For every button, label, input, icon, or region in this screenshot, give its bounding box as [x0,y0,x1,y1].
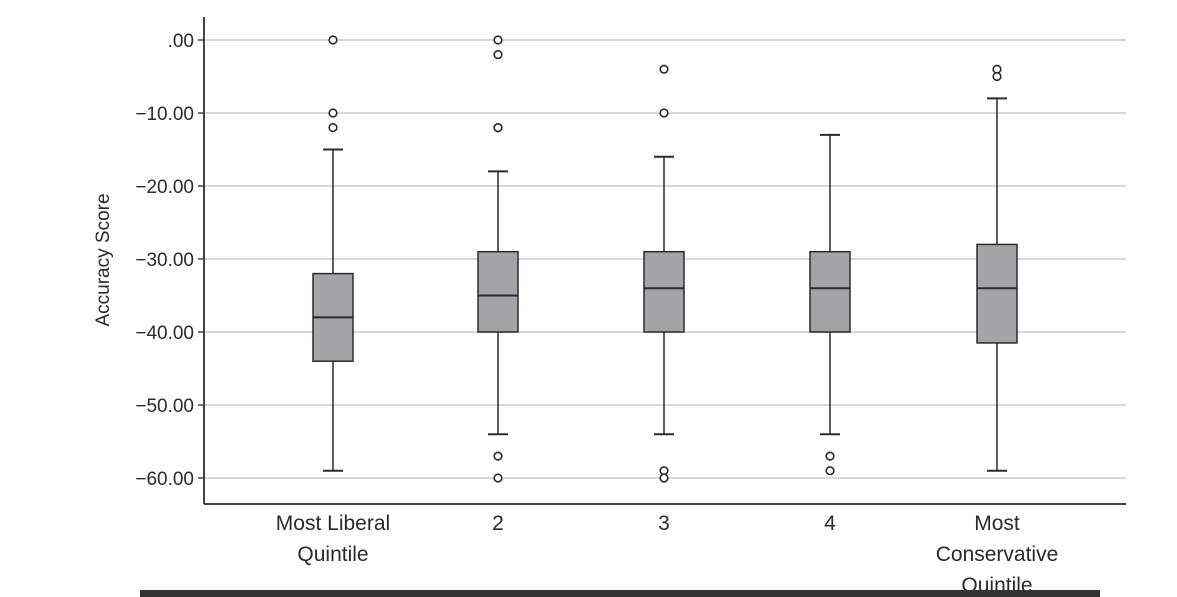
iqr-box [643,250,685,333]
x-category-label: Most Conservative Quintile [936,512,1059,597]
x-category-labels: Most Liberal Quintile 2 3 4 Most Conservative Q… [276,512,1058,597]
outlier-point [659,466,669,476]
outlier-point [328,35,338,45]
x-category-label: Most Liberal Quintile [276,512,390,566]
y-tick-labels: .00 −10.00 −20.00 −30.00 −40.00 −50.00 −60.00 [135,31,194,490]
y-tick-label: .00 [168,31,194,52]
outlier-point [992,71,1002,82]
box-group-4 [809,133,851,476]
x-category-label-line: Conservative [936,543,1059,566]
outlier-point [825,466,835,476]
box-group-3 [643,64,685,483]
outlier-point [659,64,669,74]
box-group-1 [312,35,354,472]
y-tick-label: −20.00 [135,177,194,198]
outlier-point [659,473,669,483]
x-category-label-line: 4 [824,512,836,535]
y-tick-label: −40.00 [135,323,194,344]
outlier-point [493,473,503,483]
outlier-point [493,35,503,45]
x-category-label-line: Quintile [297,543,368,566]
outlier-point [328,122,338,133]
x-category-label-line: 2 [492,512,504,535]
bottom-bar [140,590,1100,597]
y-tick-label: −60.00 [135,469,194,490]
x-category-label-line: 3 [658,512,670,535]
y-tick-label: −10.00 [135,104,194,125]
iqr-box [976,243,1018,344]
box-series [312,35,1018,483]
box-group-5 [976,64,1018,472]
x-category-label: 2 [492,512,504,535]
iqr-box [809,250,851,333]
x-category-label-line: Most Liberal [276,512,390,535]
x-category-label: 3 [658,512,670,535]
y-axis-title: Accuracy Score [93,193,114,326]
iqr-box [477,250,519,333]
outlier-point [992,64,1002,74]
outlier-point [493,451,503,461]
y-tick-label: −30.00 [135,250,194,271]
outlier-point [493,122,503,133]
x-category-label-line: Most [974,512,1020,535]
axes [203,17,1126,505]
outlier-point [493,49,503,60]
outlier-point [825,451,835,461]
outlier-point [328,108,338,118]
box-group-2 [477,35,519,483]
x-category-label: 4 [824,512,836,535]
outlier-point [659,108,669,118]
y-tick-label: −50.00 [135,396,194,417]
